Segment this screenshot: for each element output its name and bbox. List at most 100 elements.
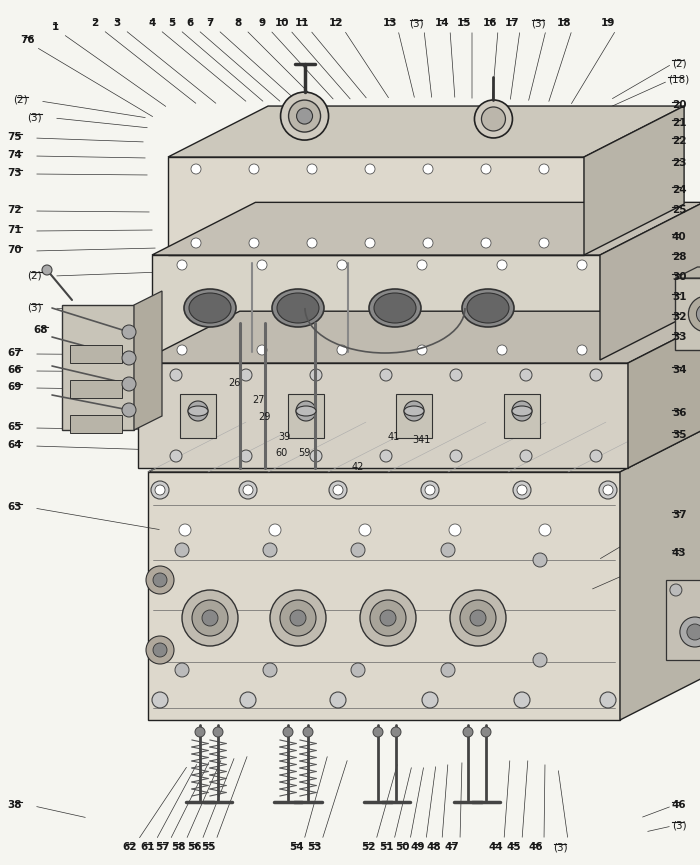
Circle shape — [539, 238, 549, 248]
Circle shape — [603, 485, 613, 495]
Text: 59: 59 — [298, 448, 310, 458]
Circle shape — [155, 485, 165, 495]
Text: 28: 28 — [672, 252, 687, 262]
Circle shape — [122, 377, 136, 391]
Polygon shape — [168, 106, 684, 157]
Circle shape — [687, 624, 700, 640]
Polygon shape — [676, 267, 700, 278]
Circle shape — [307, 238, 317, 248]
Circle shape — [404, 401, 424, 421]
Text: 69: 69 — [8, 382, 22, 392]
Circle shape — [175, 543, 189, 557]
Circle shape — [441, 543, 455, 557]
Text: 70: 70 — [8, 245, 22, 255]
Circle shape — [281, 92, 328, 140]
Text: 6: 6 — [186, 18, 194, 28]
Circle shape — [249, 238, 259, 248]
Ellipse shape — [272, 289, 324, 327]
Text: 26: 26 — [228, 378, 240, 388]
Text: 14: 14 — [435, 18, 449, 28]
Text: 35: 35 — [672, 430, 687, 440]
Bar — [288, 394, 324, 438]
Text: 74: 74 — [7, 150, 22, 160]
Text: (2): (2) — [13, 95, 28, 105]
Circle shape — [417, 260, 427, 270]
Text: 3: 3 — [113, 18, 120, 28]
Text: 4: 4 — [148, 18, 155, 28]
Text: 62: 62 — [122, 842, 137, 852]
Circle shape — [373, 727, 383, 737]
Circle shape — [170, 450, 182, 462]
Text: 36: 36 — [672, 408, 687, 418]
Bar — [180, 394, 216, 438]
Circle shape — [280, 600, 316, 636]
Polygon shape — [600, 202, 700, 360]
Text: 41: 41 — [388, 432, 400, 442]
Circle shape — [195, 727, 205, 737]
Ellipse shape — [277, 293, 319, 323]
Ellipse shape — [467, 293, 509, 323]
Text: 44: 44 — [489, 842, 503, 852]
Text: 24: 24 — [672, 185, 687, 195]
Circle shape — [175, 663, 189, 677]
Circle shape — [497, 260, 507, 270]
Polygon shape — [148, 472, 620, 720]
Text: 61: 61 — [141, 842, 155, 852]
Circle shape — [329, 481, 347, 499]
Circle shape — [310, 369, 322, 381]
Circle shape — [680, 617, 700, 647]
Text: (2): (2) — [672, 58, 687, 68]
Circle shape — [151, 481, 169, 499]
Circle shape — [590, 369, 602, 381]
Circle shape — [441, 663, 455, 677]
Polygon shape — [138, 363, 628, 468]
Text: 57: 57 — [155, 842, 169, 852]
Text: 33: 33 — [672, 332, 687, 342]
Text: (3): (3) — [531, 18, 545, 28]
Circle shape — [520, 369, 532, 381]
Circle shape — [460, 600, 496, 636]
Circle shape — [696, 304, 700, 324]
Text: 56: 56 — [187, 842, 202, 852]
Circle shape — [423, 164, 433, 174]
Circle shape — [450, 450, 462, 462]
Text: 11: 11 — [295, 18, 309, 28]
Text: 65: 65 — [8, 422, 22, 432]
Circle shape — [269, 524, 281, 536]
Circle shape — [333, 485, 343, 495]
Text: 18: 18 — [556, 18, 571, 28]
Text: 50: 50 — [395, 842, 409, 852]
Circle shape — [670, 584, 682, 596]
Circle shape — [380, 450, 392, 462]
Circle shape — [391, 727, 401, 737]
Ellipse shape — [189, 293, 231, 323]
Ellipse shape — [369, 289, 421, 327]
Circle shape — [297, 108, 313, 124]
Circle shape — [122, 351, 136, 365]
Circle shape — [290, 610, 306, 626]
Circle shape — [270, 590, 326, 646]
Circle shape — [380, 610, 396, 626]
Text: 32: 32 — [672, 312, 687, 322]
Circle shape — [192, 600, 228, 636]
Circle shape — [146, 636, 174, 664]
Text: 21: 21 — [672, 118, 687, 128]
Text: 73: 73 — [8, 168, 22, 178]
Circle shape — [170, 369, 182, 381]
Circle shape — [263, 543, 277, 557]
Circle shape — [513, 481, 531, 499]
Text: (3): (3) — [27, 112, 42, 122]
Circle shape — [688, 296, 700, 332]
Polygon shape — [666, 580, 700, 660]
Ellipse shape — [184, 289, 236, 327]
Text: 45: 45 — [507, 842, 522, 852]
Polygon shape — [152, 202, 700, 255]
Circle shape — [599, 481, 617, 499]
Circle shape — [303, 727, 313, 737]
Text: (3): (3) — [672, 820, 687, 830]
Text: 48: 48 — [427, 842, 441, 852]
Circle shape — [152, 692, 168, 708]
Circle shape — [296, 401, 316, 421]
Polygon shape — [676, 278, 700, 350]
Circle shape — [423, 238, 433, 248]
